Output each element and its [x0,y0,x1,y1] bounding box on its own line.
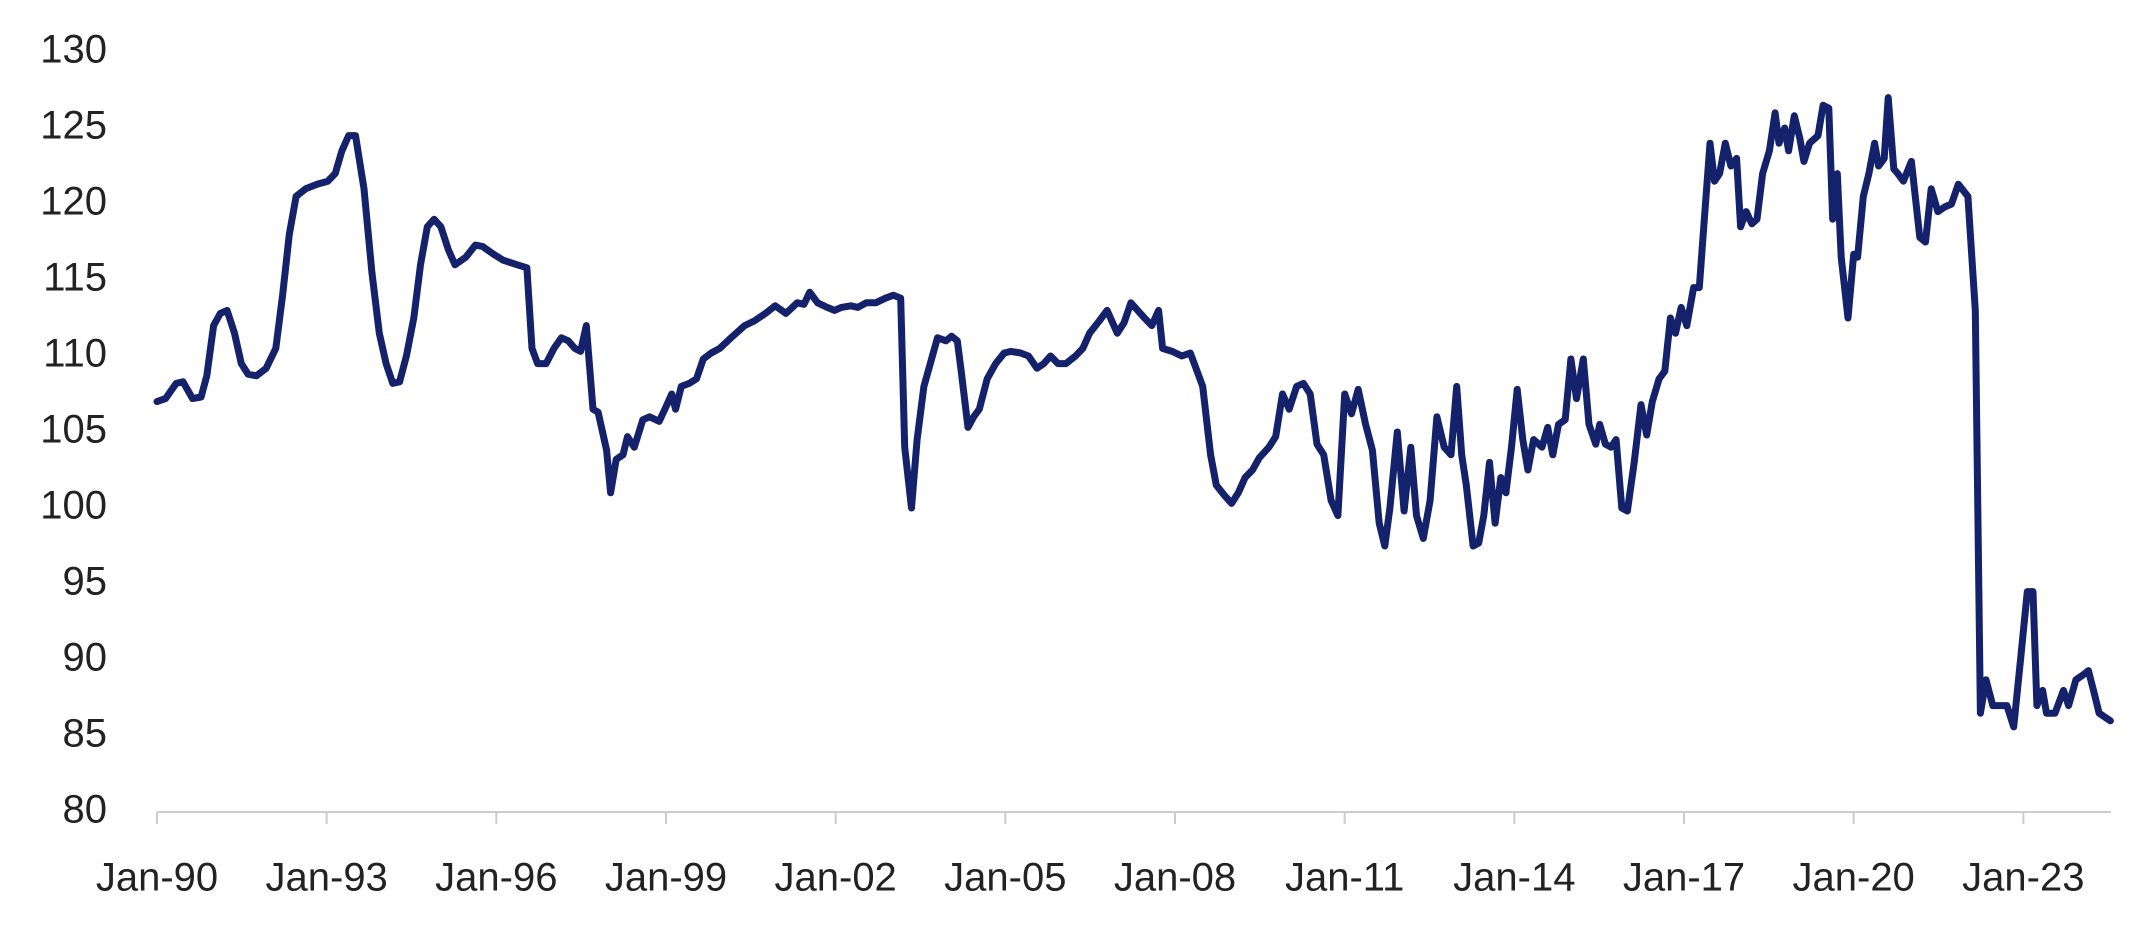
x-tick-label: Jan-17 [1623,856,1745,900]
x-tick-label: Jan-11 [1285,856,1404,900]
y-tick-label: 90 [63,636,108,680]
x-tick-label: Jan-14 [1453,856,1575,900]
x-tick-label: Jan-08 [1114,856,1236,900]
y-tick-label: 100 [40,484,107,528]
x-tick-label: Jan-20 [1793,856,1915,900]
y-tick-label: 80 [63,788,108,832]
y-tick-label: 120 [40,180,107,224]
y-tick-label: 85 [63,712,108,756]
y-tick-label: 125 [40,104,107,148]
y-tick-label: 115 [43,256,107,300]
y-tick-label: 95 [63,560,108,604]
x-tick-label: Jan-90 [96,856,218,900]
x-tick-label: Jan-02 [775,856,897,900]
line [153,94,2114,731]
y-tick-label: 110 [43,332,107,376]
y-tick-label: 105 [40,408,107,452]
x-tick-label: Jan-05 [944,856,1066,900]
x-tick-label: Jan-23 [1962,856,2084,900]
x-tick-label: Jan-96 [435,856,557,900]
x-tick-label: Jan-93 [266,856,388,900]
x-tick-label: Jan-99 [605,856,727,900]
y-tick-label: 130 [40,28,107,72]
